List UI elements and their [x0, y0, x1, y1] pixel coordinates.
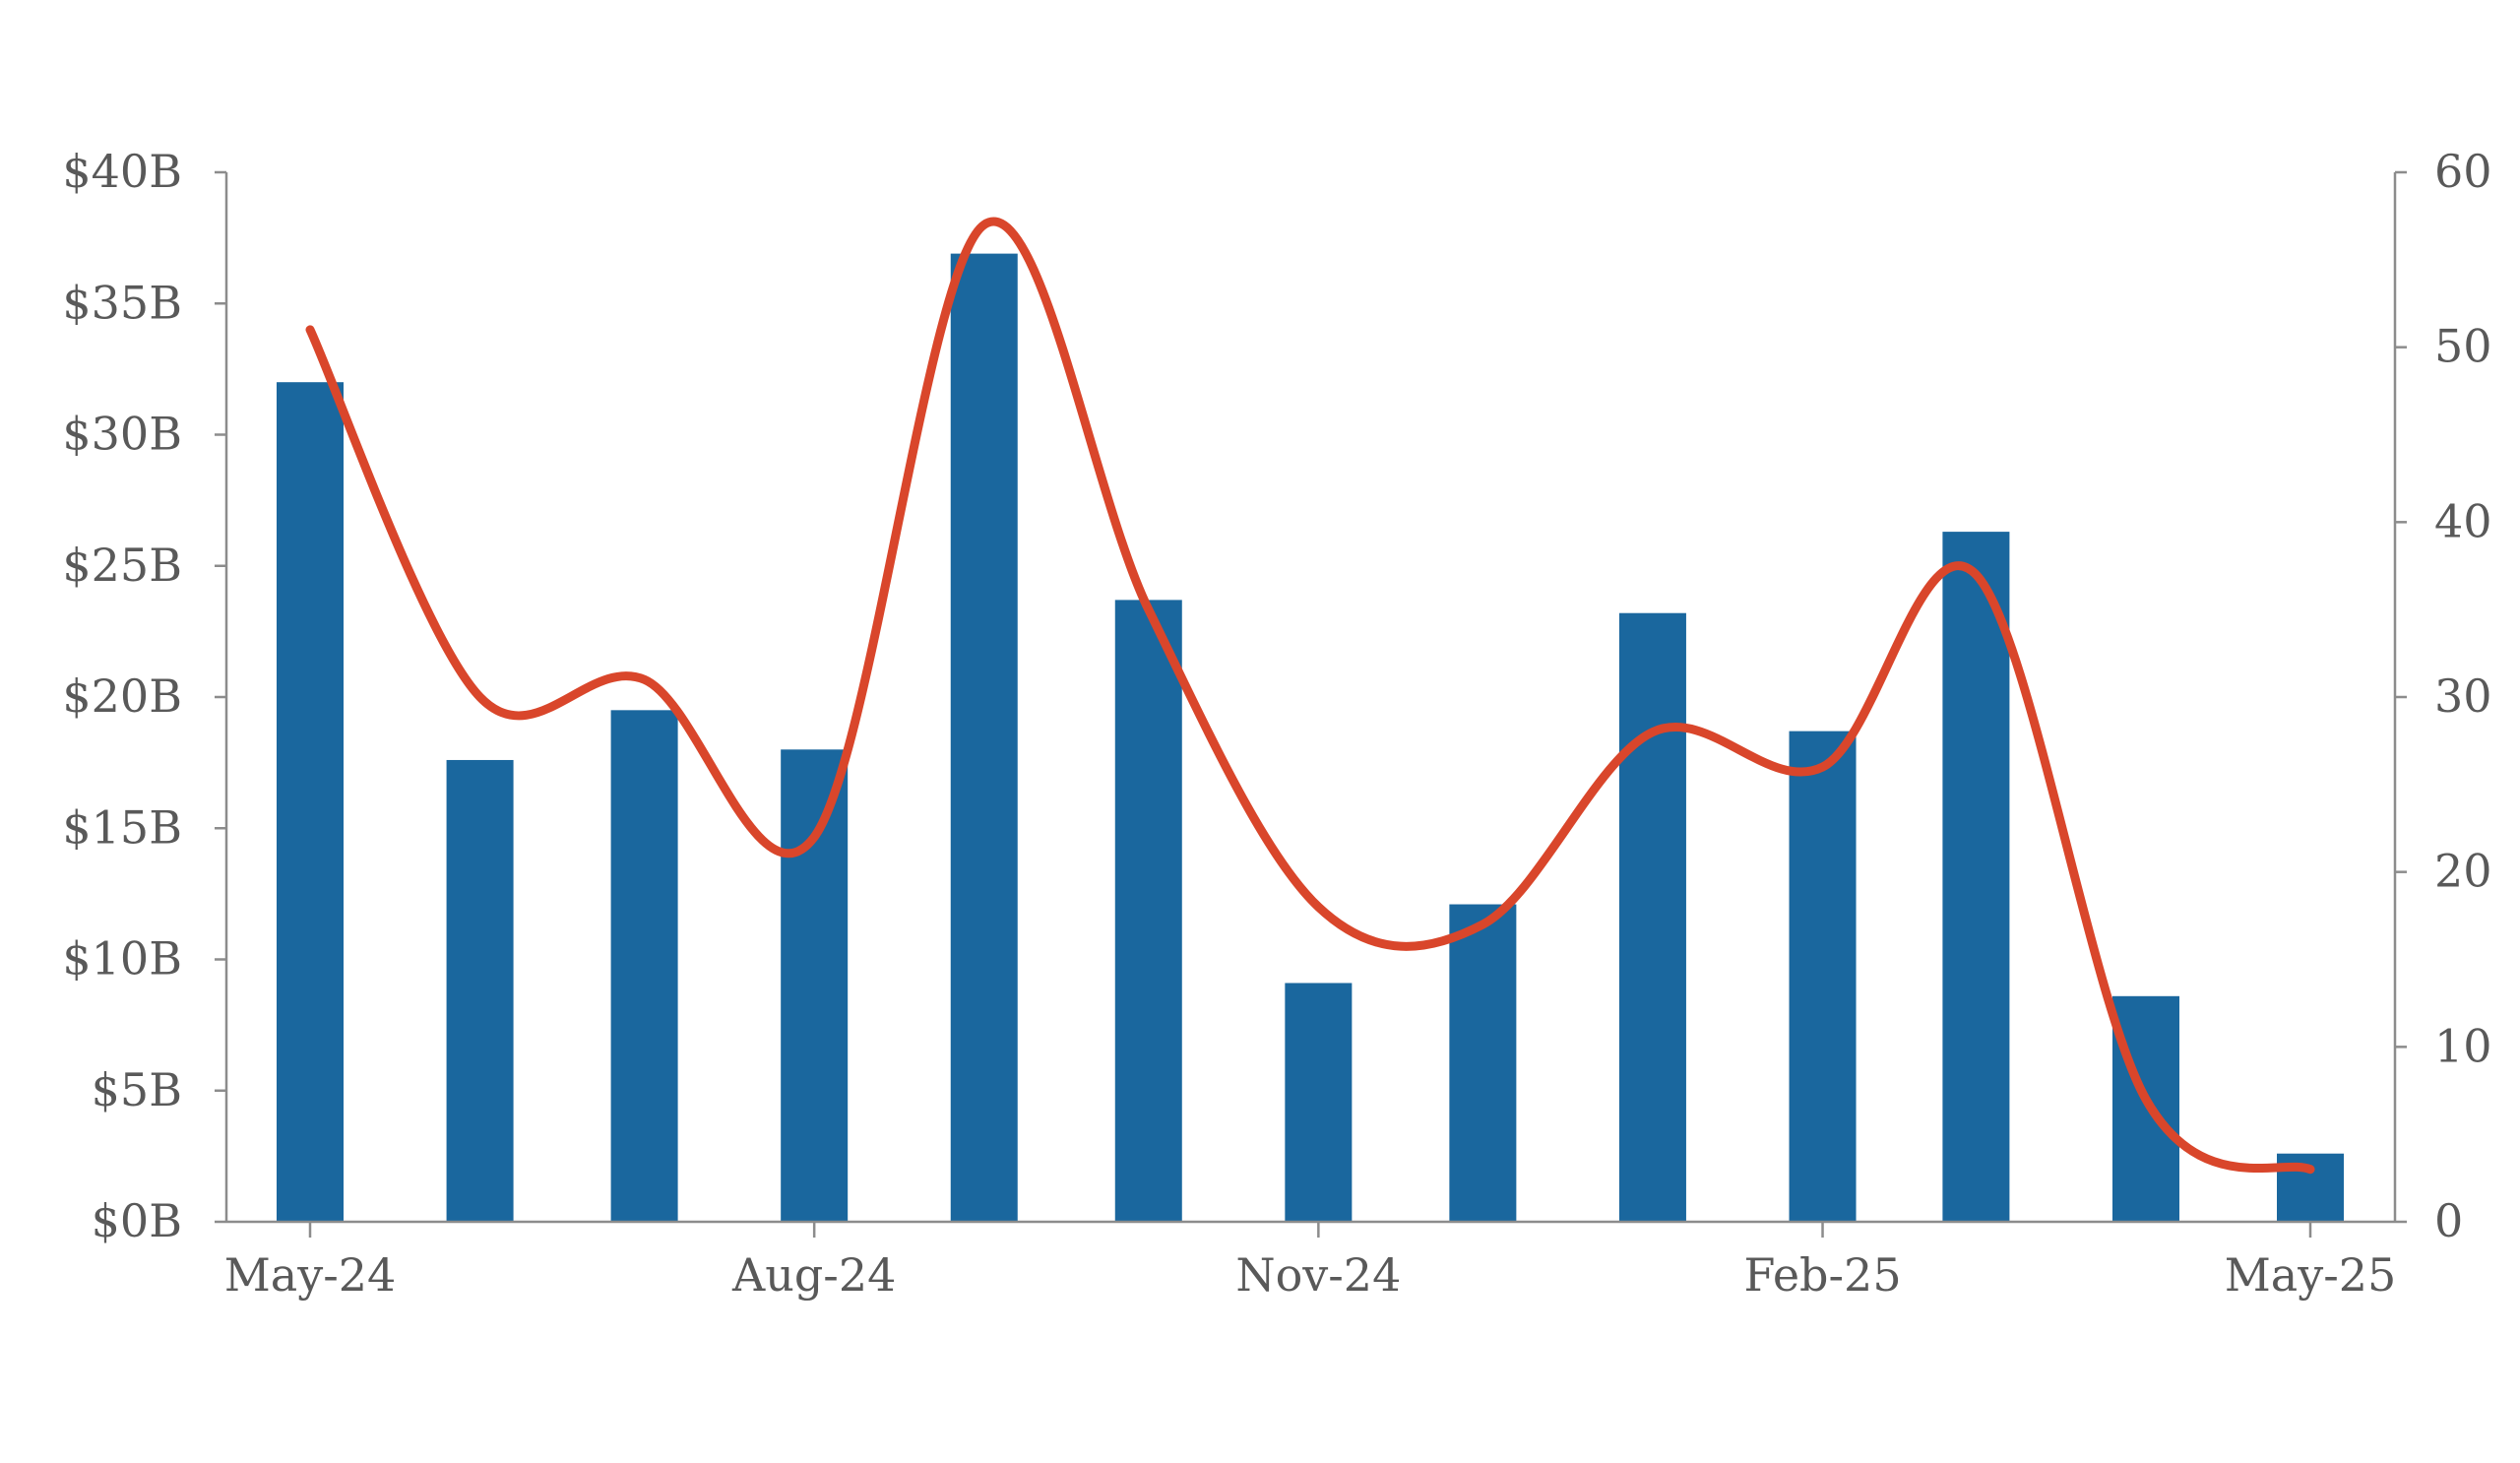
left-tick-label: $5B [92, 1063, 182, 1116]
left-tick-label: $10B [62, 932, 182, 986]
x-tick-label: May-24 [224, 1248, 397, 1302]
left-tick-label: $15B [62, 800, 182, 854]
x-tick-label: May-25 [2225, 1248, 2397, 1302]
left-tick-label: $20B [62, 669, 182, 723]
bar [1789, 731, 1857, 1222]
bar [2111, 995, 2179, 1222]
right-tick-label: 30 [2434, 669, 2492, 723]
x-tick-label: Feb-25 [1743, 1248, 1901, 1302]
bar [781, 749, 849, 1222]
left-tick-label: $0B [92, 1194, 182, 1247]
x-tick-label: Aug-24 [731, 1248, 896, 1302]
bar [1285, 983, 1353, 1222]
left-tick-label: $30B [62, 408, 182, 461]
right-tick-label: 40 [2434, 494, 2492, 547]
bar [277, 382, 344, 1222]
right-tick-label: 60 [2434, 145, 2492, 198]
right-y-ticks: 0 10 20 30 40 50 60 [2395, 145, 2492, 1247]
right-tick-label: 50 [2434, 320, 2492, 373]
right-tick-label: 10 [2434, 1019, 2492, 1072]
series-line [305, 217, 2315, 1175]
left-tick-label: $35B [62, 276, 182, 329]
x-ticks: May-24 Aug-24 Nov-24 Feb-25 May-25 [224, 1222, 2397, 1302]
right-tick-label: 20 [2434, 845, 2492, 898]
bar [1114, 600, 1182, 1222]
bar [446, 759, 514, 1222]
x-tick-label: Nov-24 [1235, 1248, 1401, 1302]
bar [1942, 532, 2010, 1222]
bar-series [277, 253, 2344, 1222]
left-tick-label: $25B [62, 539, 182, 592]
line-series [305, 217, 2315, 1175]
bar [610, 710, 678, 1222]
bar [950, 253, 1018, 1222]
bar [1618, 612, 1686, 1222]
left-tick-label: $40B [62, 145, 182, 198]
right-tick-label: 0 [2434, 1194, 2463, 1247]
left-y-ticks: $0B $5B $10B $15B $20B $25B $30B $35B $40B [62, 145, 226, 1247]
bar [1449, 904, 1517, 1222]
